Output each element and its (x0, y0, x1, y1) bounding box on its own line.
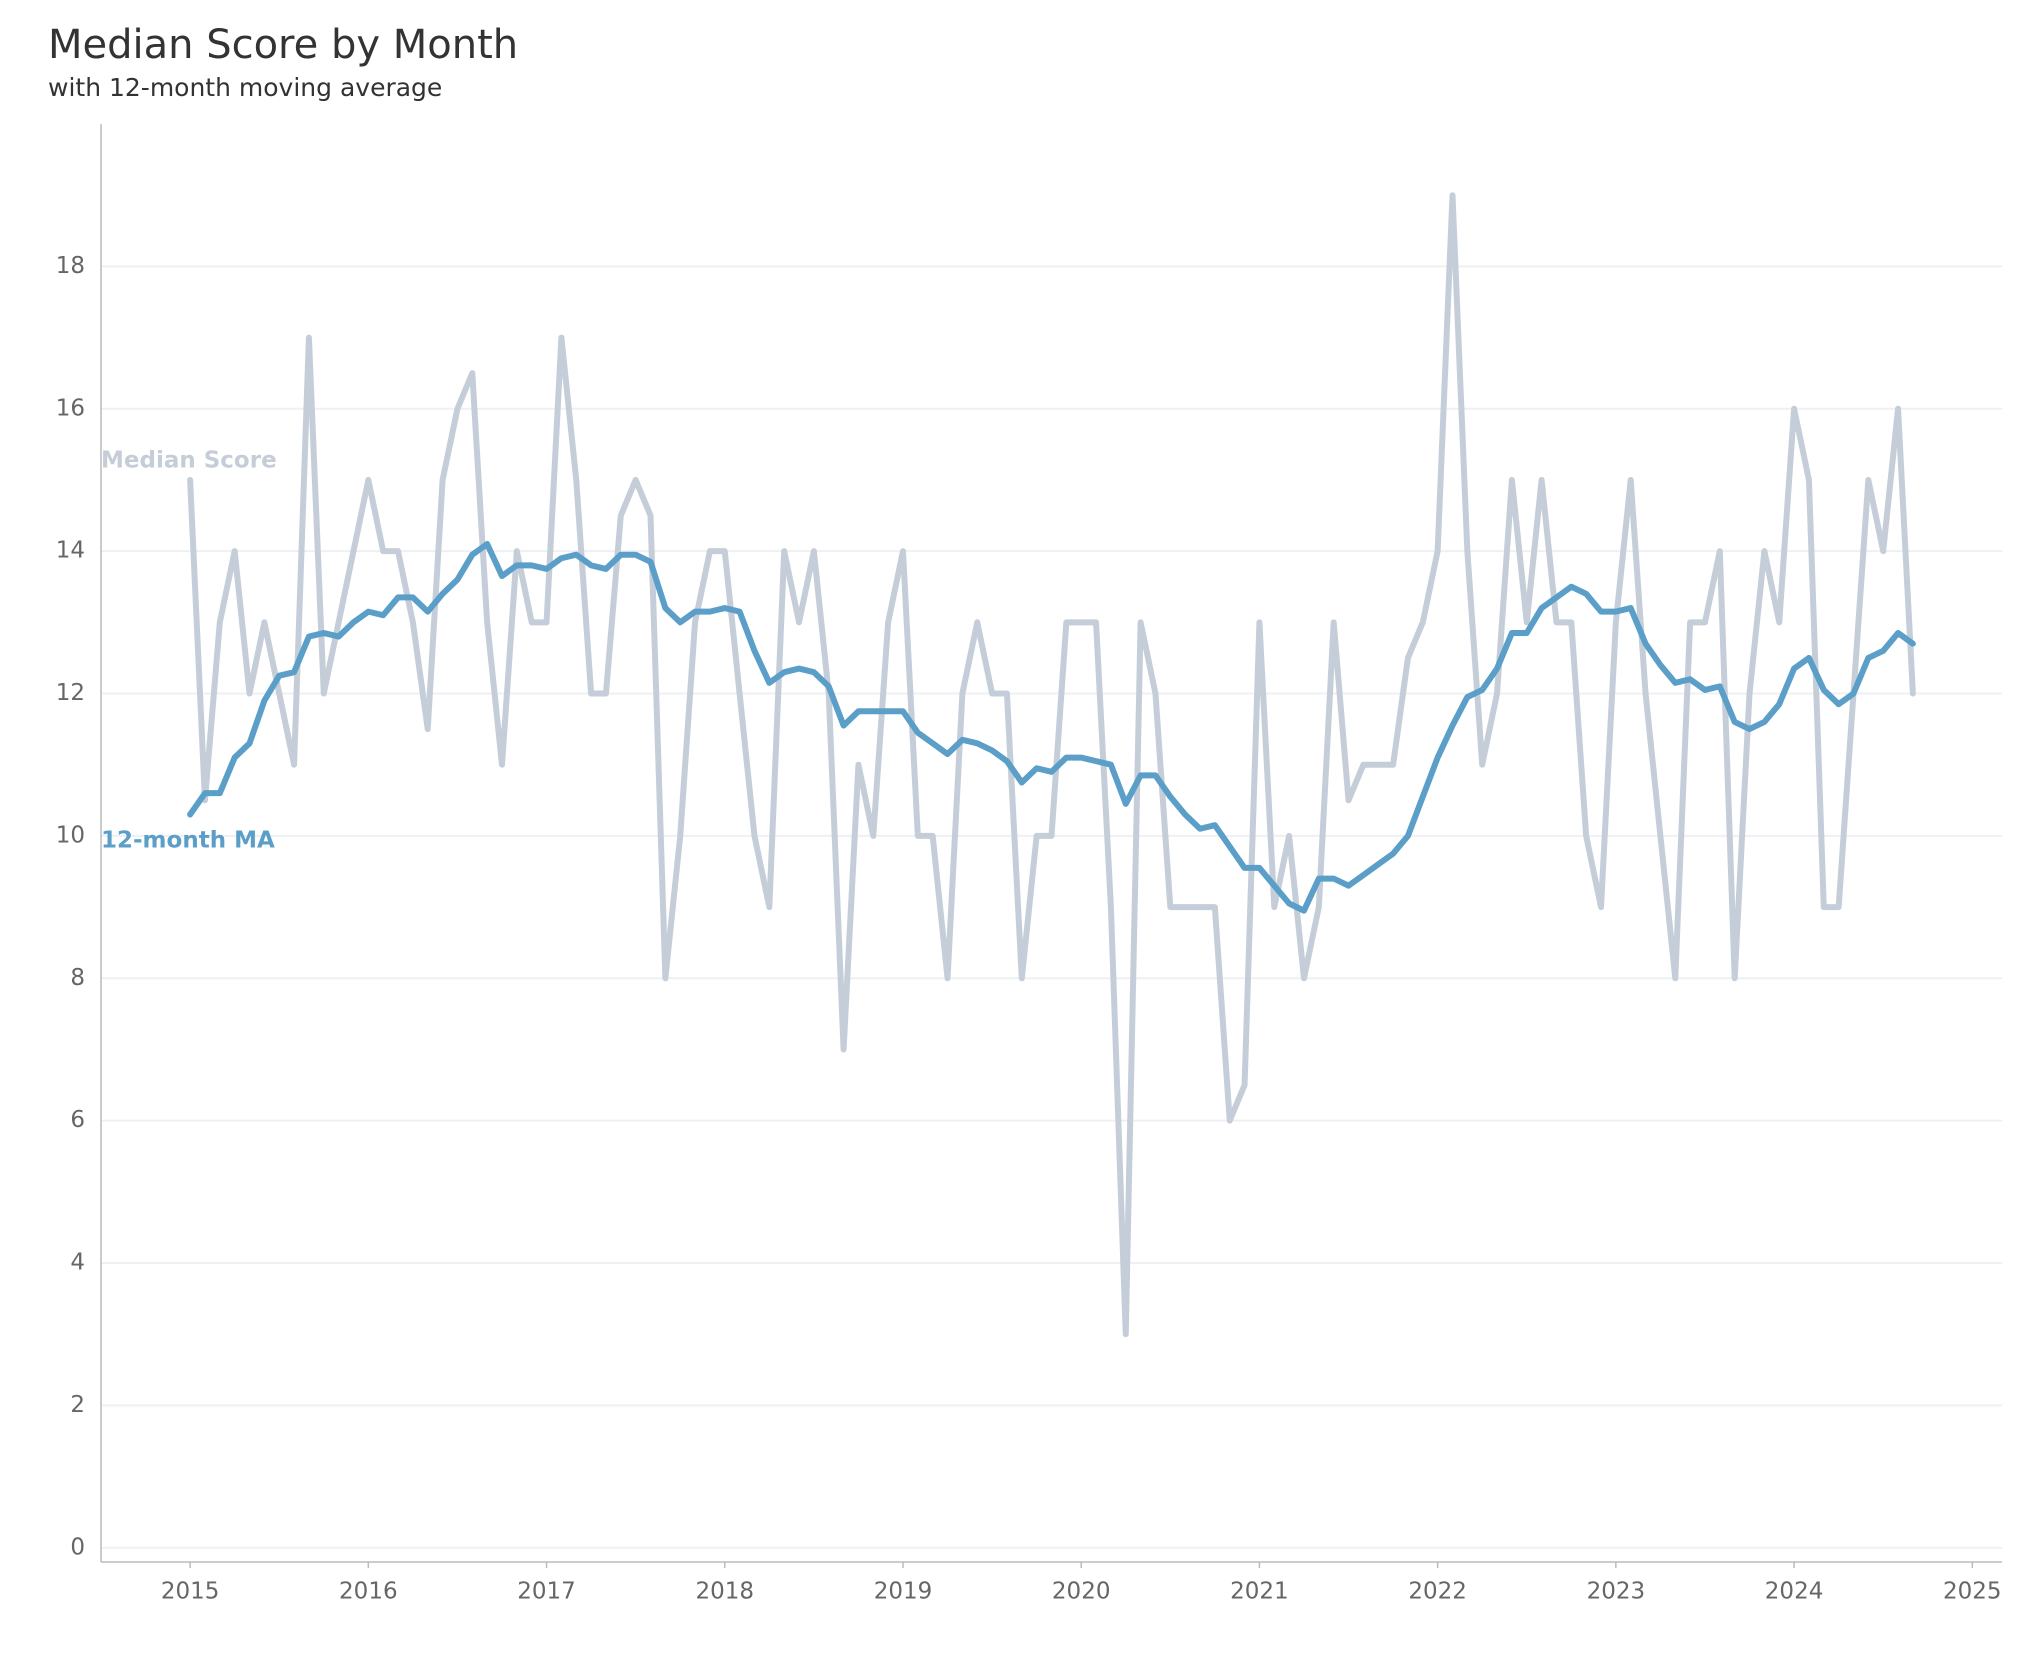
x-tick-label: 2018 (695, 1579, 754, 1605)
chart-subtitle: with 12-month moving average (48, 73, 442, 102)
y-tick-label: 6 (70, 1107, 85, 1133)
x-tick-label: 2021 (1230, 1579, 1289, 1605)
x-tick-label: 2023 (1587, 1579, 1646, 1605)
x-tick-label: 2022 (1408, 1579, 1467, 1605)
y-tick-label: 12 (56, 680, 85, 706)
y-tick-label: 14 (56, 538, 85, 564)
line (187, 541, 1916, 914)
x-tick-label: 2020 (1052, 1579, 1111, 1605)
y-tick-label: 18 (56, 253, 85, 279)
y-tick-label: 2 (70, 1392, 85, 1418)
y-tick-label: 0 (70, 1534, 85, 1560)
y-tick-label: 8 (70, 965, 85, 991)
y-tick-label: 16 (56, 395, 85, 421)
x-tick-label: 2025 (1943, 1579, 2002, 1605)
y-tick-label: 4 (70, 1250, 85, 1276)
series-label: 12-month MA (101, 828, 275, 854)
y-tick-label: 10 (56, 822, 85, 848)
x-tick-label: 2016 (339, 1579, 398, 1605)
x-tick-label: 2017 (517, 1579, 576, 1605)
series-label: Median Score (101, 448, 277, 474)
chart-title: Median Score by Month (48, 22, 518, 68)
line (187, 192, 1916, 1338)
x-tick-label: 2015 (161, 1579, 220, 1605)
x-tick-label: 2024 (1765, 1579, 1824, 1605)
x-tick-label: 2019 (874, 1579, 933, 1605)
